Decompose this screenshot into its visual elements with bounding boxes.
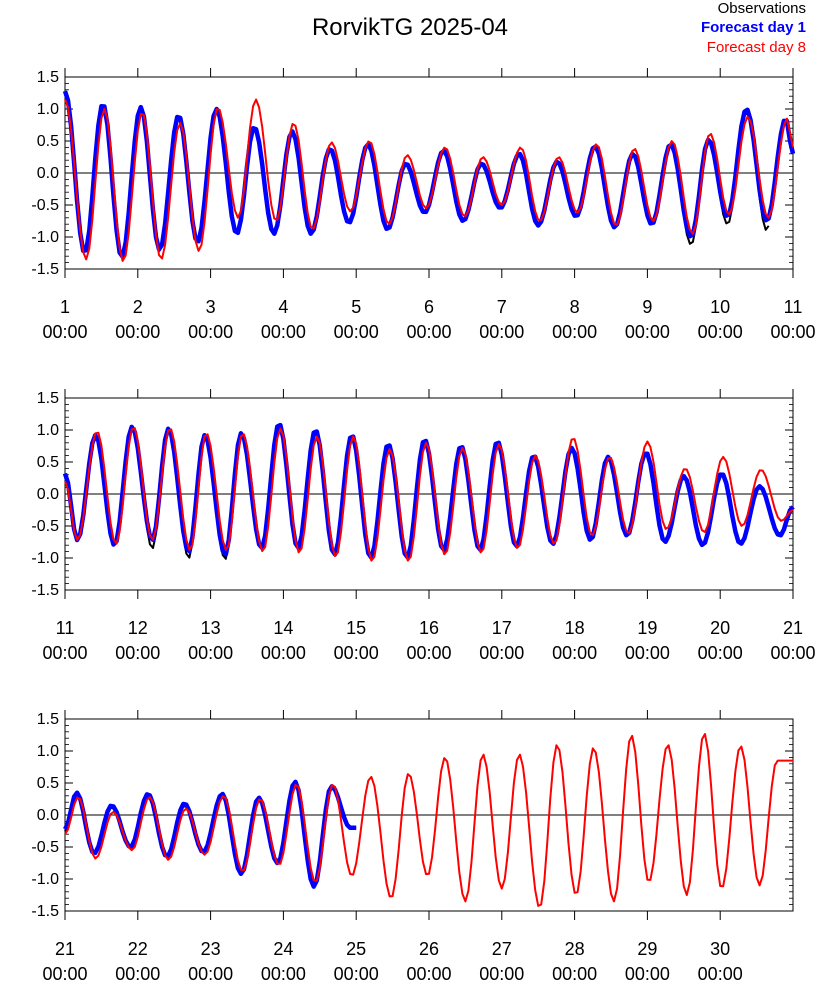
x-tick-label-time: 00:00 — [552, 322, 597, 342]
x-tick-label-day: 12 — [128, 618, 148, 638]
x-tick-label-day: 14 — [273, 618, 293, 638]
x-tick-label-day: 2 — [133, 297, 143, 317]
x-tick-label-time: 00:00 — [188, 964, 233, 981]
y-tick-label: 1.5 — [37, 69, 59, 86]
y-tick-label: 1.5 — [37, 711, 59, 728]
x-tick-label-time: 00:00 — [42, 964, 87, 981]
x-tick-label-day: 20 — [710, 618, 730, 638]
legend-forecast-day-8: Forecast day 8 — [706, 39, 806, 56]
x-tick-label-time: 00:00 — [698, 322, 743, 342]
legend-observations: Observations — [717, 0, 806, 17]
x-tick-label-day: 26 — [419, 939, 439, 959]
x-tick-label-time: 00:00 — [261, 964, 306, 981]
x-tick-label-time: 00:00 — [552, 643, 597, 663]
x-tick-label-day: 30 — [710, 939, 730, 959]
y-tick-label: -1.0 — [31, 229, 59, 246]
x-tick-label-day: 11 — [56, 618, 75, 638]
series-forecast-day-1 — [63, 779, 357, 889]
x-tick-label-day: 3 — [206, 297, 216, 317]
y-tick-label: 1.0 — [37, 743, 59, 760]
y-tick-label: -1.5 — [31, 582, 59, 599]
x-tick-label-time: 00:00 — [698, 964, 743, 981]
x-tick-label-time: 00:00 — [115, 643, 160, 663]
x-tick-label-time: 00:00 — [334, 964, 379, 981]
series-forecast-day-8 — [64, 733, 793, 907]
x-tick-label-day: 19 — [637, 618, 657, 638]
x-tick-label-time: 00:00 — [406, 643, 451, 663]
x-tick-label-time: 00:00 — [406, 964, 451, 981]
x-tick-label-time: 00:00 — [625, 322, 670, 342]
x-tick-label-time: 00:00 — [334, 643, 379, 663]
x-tick-label-time: 00:00 — [406, 322, 451, 342]
y-tick-label: -1.0 — [31, 550, 59, 567]
x-tick-label-time: 00:00 — [479, 322, 524, 342]
x-tick-label-time: 00:00 — [115, 322, 160, 342]
x-tick-label-day: 13 — [201, 618, 221, 638]
y-tick-label: -1.5 — [31, 903, 59, 920]
y-tick-label: 0.5 — [37, 133, 59, 150]
y-tick-label: 0.0 — [37, 486, 59, 503]
x-tick-label-time: 00:00 — [479, 964, 524, 981]
y-tick-label: 0.0 — [37, 807, 59, 824]
x-tick-label-day: 18 — [565, 618, 585, 638]
y-tick-label: 0.0 — [37, 165, 59, 182]
y-tick-label: 0.5 — [37, 775, 59, 792]
x-tick-label-time: 00:00 — [698, 643, 743, 663]
x-tick-label-day: 1 — [60, 297, 70, 317]
x-tick-label-day: 28 — [565, 939, 585, 959]
panel-2: -1.5 -1.0 -0.5 0.0 0.5 1.0 1.5 11 00:00 12 00:00 13… — [31, 389, 816, 663]
x-tick-label-day: 21 — [783, 618, 803, 638]
panel-1: -1.5 -1.0 -0.5 0.0 0.5 1.0 1.5 1 00:00 2 00:00 3 00:… — [31, 68, 816, 342]
x-tick-label-time: 00:00 — [479, 643, 524, 663]
y-tick-label: -0.5 — [31, 518, 59, 535]
y-tick-label: 1.0 — [37, 422, 59, 439]
x-tick-label-time: 00:00 — [770, 643, 815, 663]
y-tick-label: 1.5 — [37, 390, 59, 407]
x-tick-label-day: 8 — [570, 297, 580, 317]
x-tick-label-day: 11 — [784, 297, 803, 317]
y-tick-label: 0.5 — [37, 454, 59, 471]
x-tick-label-time: 00:00 — [42, 322, 87, 342]
chart-title: RorvikTG 2025-04 — [311, 14, 509, 41]
x-tick-label-day: 16 — [419, 618, 439, 638]
series-forecast-day-8 — [64, 427, 794, 562]
y-tick-label: 1.0 — [37, 101, 59, 118]
x-tick-label-time: 00:00 — [625, 964, 670, 981]
x-tick-label-day: 24 — [273, 939, 293, 959]
panel-3: -1.5 -1.0 -0.5 0.0 0.5 1.0 1.5 21 00:00 22 00:00 23… — [31, 710, 794, 981]
x-tick-label-time: 00:00 — [625, 643, 670, 663]
x-tick-label-day: 4 — [278, 297, 288, 317]
x-tick-label-time: 00:00 — [115, 964, 160, 981]
x-tick-label-time: 00:00 — [42, 643, 87, 663]
x-tick-label-time: 00:00 — [552, 964, 597, 981]
x-tick-label-day: 21 — [55, 939, 75, 959]
x-tick-label-time: 00:00 — [334, 322, 379, 342]
y-tick-label: -0.5 — [31, 839, 59, 856]
series-forecast-day-1 — [62, 90, 796, 259]
x-tick-label-day: 25 — [346, 939, 366, 959]
x-tick-label-time: 00:00 — [770, 322, 815, 342]
x-tick-label-time: 00:00 — [261, 322, 306, 342]
x-tick-label-day: 7 — [497, 297, 507, 317]
legend-forecast-day-1: Forecast day 1 — [700, 19, 806, 36]
x-tick-label-time: 00:00 — [188, 643, 233, 663]
x-tick-label-time: 00:00 — [188, 322, 233, 342]
y-tick-label: -1.0 — [31, 871, 59, 888]
x-tick-label-day: 29 — [637, 939, 657, 959]
y-tick-label: -0.5 — [31, 197, 59, 214]
x-tick-label-day: 17 — [492, 618, 512, 638]
x-tick-label-day: 5 — [351, 297, 361, 317]
x-tick-label-day: 15 — [346, 618, 366, 638]
y-tick-label: -1.5 — [31, 261, 59, 278]
x-tick-label-day: 6 — [424, 297, 434, 317]
x-tick-label-day: 9 — [642, 297, 652, 317]
x-tick-label-day: 27 — [492, 939, 512, 959]
x-tick-label-day: 22 — [128, 939, 148, 959]
x-tick-label-time: 00:00 — [261, 643, 306, 663]
x-tick-label-day: 23 — [201, 939, 221, 959]
x-tick-label-day: 10 — [710, 297, 730, 317]
series-forecast-day-8 — [64, 98, 794, 262]
